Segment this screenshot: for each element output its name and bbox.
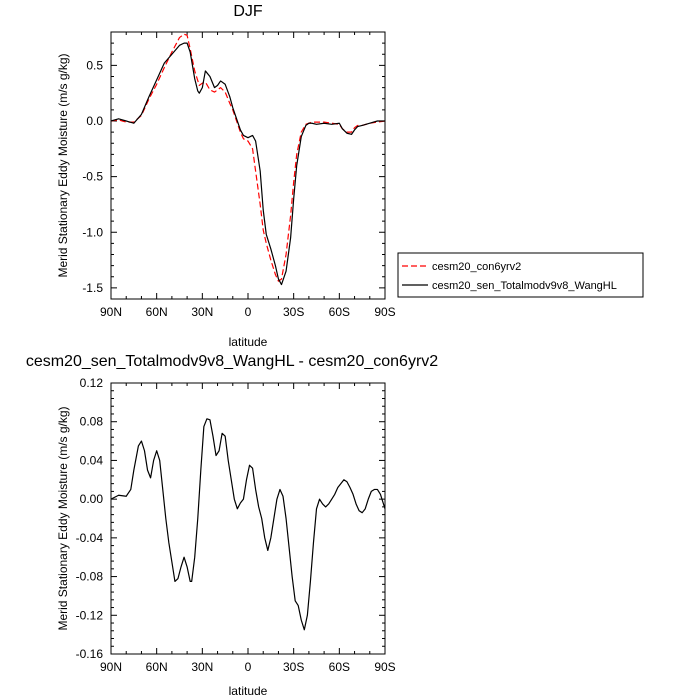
x-tick-label: 30S [283,305,304,319]
y-tick-label: 0.5 [86,58,103,72]
x-tick-label: 60N [146,660,168,674]
x-tick-label: 30N [191,305,213,319]
y-tick-label: -0.5 [82,170,103,184]
x-tick-label: 90N [100,305,122,319]
legend-box [397,252,644,298]
axes-frame: 90N 60N 30N 0 30S 60S 90S -0.16 -0.12 -0.08 -0.04 0… [76,376,396,674]
y-tick-label: -1.0 [82,225,103,239]
legend: cesm20_con6yrv2 cesm20_sen_Totalmodv9v8_… [397,252,644,298]
x-tick-label: 90S [374,660,395,674]
bottom-line-chart: cesm20_sen_Totalmodv9v8_WangHL - cesm20_… [26,353,438,698]
x-axis-title: latitude [229,335,268,349]
y-tick-label: 0.08 [80,415,104,429]
y-tick-label: 0.12 [80,376,104,390]
x-tick-label: 90S [374,305,395,319]
series-line [110,33,386,282]
series-group [110,33,386,286]
y-tick-label: -0.12 [76,608,104,622]
plot-frame [110,31,386,300]
legend-label: cesm20_sen_Totalmodv9v8_WangHL [432,280,617,292]
y-tick-label: 0.04 [80,453,104,467]
y-tick-label: 0.00 [80,492,104,506]
series-group [110,418,386,631]
x-tick-label: 60S [329,660,350,674]
chart-title: DJF [233,3,263,20]
y-axis-title: Merid Stationary Eddy Moisture (m/s g/kg… [56,53,70,277]
series-line [110,42,385,286]
x-tick-label: 0 [245,660,252,674]
chart-title: cesm20_sen_Totalmodv9v8_WangHL - cesm20_… [26,353,438,370]
y-tick-label: -1.5 [82,281,103,295]
legend-label: cesm20_con6yrv2 [432,261,521,273]
y-tick-label: 0.0 [86,114,103,128]
x-tick-label: 60S [329,305,350,319]
series-line [110,418,386,631]
x-tick-label: 30N [191,660,213,674]
plot-frame [110,382,386,655]
y-tick-label: -0.16 [76,647,104,661]
x-tick-label: 60N [146,305,168,319]
top-line-chart: DJF 90N 60N 30N 0 30S 60S 90S -1.5 -1.0 -0.5 0.0 0.… [56,3,396,349]
y-axis-title: Merid Stationary Eddy Moisture (m/s g/kg… [56,406,70,630]
x-tick-label: 90N [100,660,122,674]
y-tick-label: -0.08 [76,570,104,584]
axes-frame: 90N 60N 30N 0 30S 60S 90S -1.5 -1.0 -0.5 0.0 0.5 [82,31,396,319]
x-tick-label: 30S [283,660,304,674]
x-tick-label: 0 [245,305,252,319]
x-axis-title: latitude [229,684,268,698]
y-tick-label: -0.04 [76,531,104,545]
